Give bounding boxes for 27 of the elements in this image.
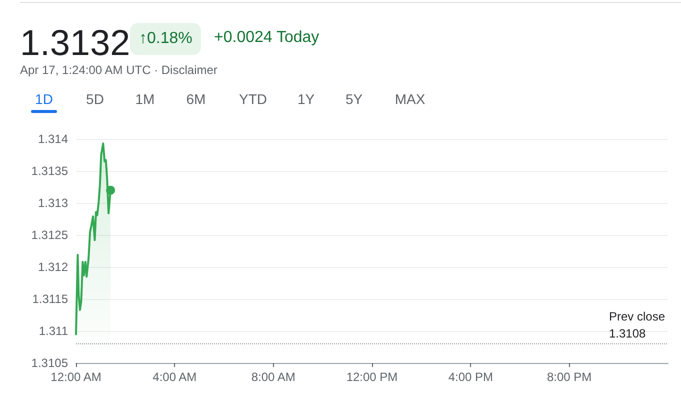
chart-subtitle: Apr 17, 1:24:00 AM UTC · Disclaimer (20, 63, 218, 77)
text: 5D (86, 91, 104, 107)
y-tick-label: 1.313 (38, 196, 68, 210)
x-tick-label: 8:00 PM (546, 370, 592, 384)
x-tick-label: 8:00 AM (251, 370, 296, 384)
text: 5Y (345, 91, 363, 107)
y-tick-label: 1.3115 (32, 292, 68, 306)
y-tick-label: 1.3105 (31, 356, 68, 370)
y-tick-label: 1.3125 (31, 228, 68, 242)
y-tick-label: 1.312 (38, 260, 68, 274)
ref-line-label: Prev close 1.3108 (609, 309, 666, 340)
y-tick-label: 1.314 (38, 132, 68, 146)
y-tick-label: 1.311 (38, 324, 68, 338)
text: +0.0024 Today (214, 29, 320, 47)
chart-title: 1.3132 (20, 22, 130, 64)
text: 1M (135, 91, 155, 107)
text: MAX (394, 91, 426, 107)
y-tick-label: 1.3135 (31, 164, 68, 178)
text: ↑0.18% (130, 23, 202, 55)
x-tick-label: 4:00 AM (152, 370, 197, 384)
text: 1D (35, 91, 53, 107)
x-tick-label: 12:00 PM (346, 370, 398, 384)
x-tick-label: 12:00 AM (50, 370, 102, 384)
text: 6M (186, 91, 206, 107)
x-tick-label: 4:00 PM (448, 370, 494, 384)
text: YTD (239, 91, 267, 107)
text: 1Y (297, 91, 315, 107)
